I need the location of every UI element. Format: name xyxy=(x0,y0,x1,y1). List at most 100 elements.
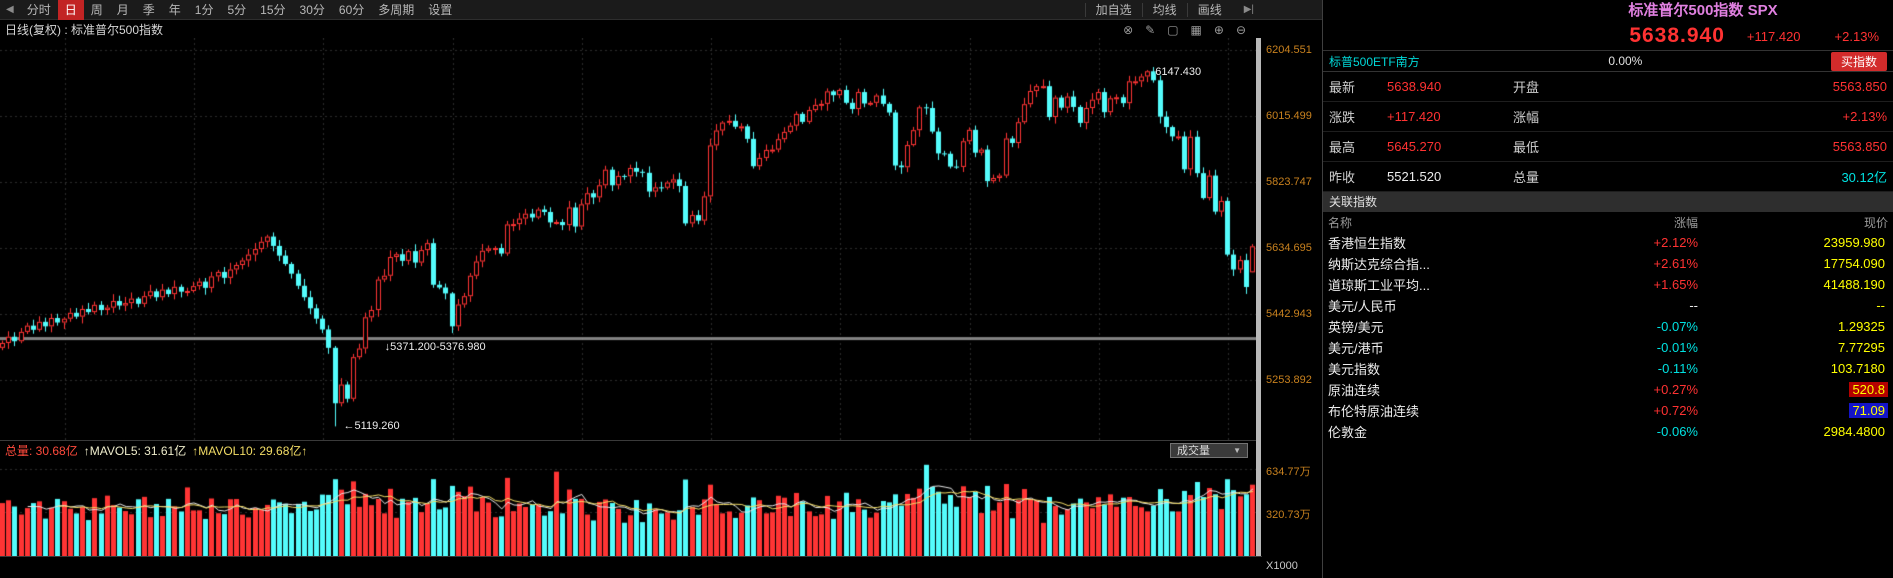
related-price: 23959.980 xyxy=(1823,235,1885,250)
related-row-london-gold[interactable]: 伦敦金 -0.06% 2984.4800 xyxy=(1323,421,1893,442)
etf-name: 标普500ETF南方 xyxy=(1329,54,1420,69)
volume-indicator-select[interactable]: 成交量 ▼ xyxy=(1170,443,1248,458)
price-chart-canvas[interactable] xyxy=(0,38,1256,440)
volume-chart-canvas[interactable] xyxy=(0,460,1256,556)
grid-icon[interactable]: ▦ xyxy=(1190,22,1202,37)
quote-value-volume: 30.12亿 xyxy=(1841,170,1887,185)
related-pct: -- xyxy=(1689,298,1698,313)
zoom-in-icon[interactable]: ⊕ xyxy=(1213,22,1224,37)
toolbar-right-group: 加自选 均线 画线 ▶| xyxy=(1084,2,1322,17)
quote-value-low: 5563.850 xyxy=(1832,139,1887,154)
chart-scrollbar[interactable] xyxy=(1256,38,1261,556)
related-name: 道琼斯工业平均... xyxy=(1328,278,1430,293)
period-tab-month[interactable]: 月 xyxy=(116,2,129,17)
related-indices-header[interactable]: 关联指数 xyxy=(1323,192,1893,212)
volume-chart[interactable] xyxy=(0,460,1256,556)
period-tab-multi[interactable]: 多周期 xyxy=(378,2,415,17)
chevron-down-icon: ▼ xyxy=(1233,445,1241,455)
related-name: 英镑/美元 xyxy=(1328,320,1384,335)
draw-line-button[interactable]: 画线 xyxy=(1186,2,1232,17)
volume-indicator-label: 成交量 xyxy=(1177,444,1210,457)
related-price: -- xyxy=(1876,298,1885,313)
y-axis-label: 6204.551 xyxy=(1266,44,1312,57)
quote-label: 最高 xyxy=(1329,140,1356,155)
period-toolbar: ◀ 分时 日 周 月 季 年 1分 5分 15分 30分 60分 多周期 设置 … xyxy=(0,0,1322,20)
fullscreen-icon[interactable]: ▢ xyxy=(1167,22,1179,37)
related-price: 17754.090 xyxy=(1823,256,1885,271)
settings-button[interactable]: 设置 xyxy=(428,2,453,17)
price-row: 5638.940 +117.420 +2.13% xyxy=(1323,22,1893,50)
related-pct: -0.11% xyxy=(1657,361,1698,376)
related-name: 美元指数 xyxy=(1328,362,1381,377)
time-axis xyxy=(0,556,1262,578)
period-tab-1min[interactable]: 1分 xyxy=(194,2,214,17)
quote-value-change: +117.420 xyxy=(1387,109,1441,124)
related-row-dollar-index[interactable]: 美元指数 -0.11% 103.7180 xyxy=(1323,358,1893,379)
volume-header: 总量: 30.68亿 ↑MAVOL5: 31.61亿 ↑MAVOL10: 29.… xyxy=(0,440,1256,460)
related-price: 41488.190 xyxy=(1823,277,1885,292)
related-row-gbp-usd[interactable]: 英镑/美元 -0.07% 1.29325 xyxy=(1323,316,1893,337)
period-tab-day[interactable]: 日 xyxy=(57,0,84,20)
period-tab-30min[interactable]: 30分 xyxy=(299,2,325,17)
related-row-usd-cny[interactable]: 美元/人民币 -- -- xyxy=(1323,295,1893,316)
quote-label: 最新 xyxy=(1329,80,1356,95)
quote-grid: 最新 5638.940 开盘 5563.850 涨跌 +117.420 涨幅 +… xyxy=(1323,72,1893,192)
period-tab-minute[interactable]: 分时 xyxy=(26,2,51,17)
price-change: +117.420 xyxy=(1746,28,1801,44)
zoom-out-icon[interactable]: ⊖ xyxy=(1235,22,1246,37)
mavol10-label: ↑MAVOL10: 29.68亿↑ xyxy=(192,444,308,458)
quote-row: 最新 5638.940 开盘 5563.850 xyxy=(1323,72,1893,102)
related-name: 原油连续 xyxy=(1328,383,1381,398)
quote-label: 最低 xyxy=(1513,140,1540,155)
y-axis-label: 6015.499 xyxy=(1266,109,1312,122)
related-pct: +2.61% xyxy=(1653,256,1698,271)
buy-index-button[interactable]: 买指数 xyxy=(1830,51,1887,71)
price-change-pct: +2.13% xyxy=(1834,28,1879,44)
quote-label: 昨收 xyxy=(1329,170,1356,185)
period-tab-week[interactable]: 周 xyxy=(90,2,103,17)
related-price: 2984.4800 xyxy=(1823,424,1885,439)
volume-total-label: 总量: 30.68亿 xyxy=(5,444,78,458)
column-header-pct[interactable]: 涨幅 xyxy=(1673,215,1698,230)
column-header-price[interactable]: 现价 xyxy=(1863,215,1888,230)
related-row-hang-seng[interactable]: 香港恒生指数 +2.12% 23959.980 xyxy=(1323,232,1893,253)
period-tab-5min[interactable]: 5分 xyxy=(227,2,247,17)
volume-axis-label: 320.73万 xyxy=(1266,509,1311,521)
draw-icon[interactable]: ✎ xyxy=(1145,22,1156,37)
y-axis-label: 5823.747 xyxy=(1266,176,1312,189)
related-pct: +2.12% xyxy=(1653,235,1698,250)
ma-toggle-button[interactable]: 均线 xyxy=(1141,2,1187,17)
related-name: 美元/港币 xyxy=(1328,341,1384,356)
period-tab-60min[interactable]: 60分 xyxy=(338,2,365,17)
related-row-brent-oil[interactable]: 布伦特原油连续 +0.72% 71.09 xyxy=(1323,400,1893,421)
related-pct: -0.01% xyxy=(1656,340,1698,355)
related-row-usd-hkd[interactable]: 美元/港币 -0.01% 7.77295 xyxy=(1323,337,1893,358)
period-tab-15min[interactable]: 15分 xyxy=(260,2,286,17)
y-axis-label: 5442.943 xyxy=(1266,308,1312,321)
related-price: 1.29325 xyxy=(1838,319,1885,334)
period-tab-quarter[interactable]: 季 xyxy=(142,2,155,17)
price-chart[interactable]: 6147.430 ↓5371.200-5376.980 ←5119.260 xyxy=(0,38,1256,440)
period-tab-year[interactable]: 年 xyxy=(168,2,181,17)
quote-label: 开盘 xyxy=(1513,80,1540,95)
related-name: 布伦特原油连续 xyxy=(1328,404,1420,419)
column-header-name[interactable]: 名称 xyxy=(1328,215,1353,230)
chart-header: 日线(复权) : 标准普尔500指数 ⊗ ✎ ▢ ▦ ⊕ ⊖ xyxy=(0,21,1256,38)
related-price: 103.7180 xyxy=(1830,361,1885,376)
collapse-left-icon[interactable]: ◀ xyxy=(6,4,14,15)
related-row-crude-oil[interactable]: 原油连续 +0.27% 520.8 xyxy=(1323,379,1893,400)
crosshair-icon[interactable]: ⊗ xyxy=(1123,22,1134,37)
related-pct: -0.07% xyxy=(1656,319,1698,334)
related-pct: -0.06% xyxy=(1656,424,1698,439)
quote-row: 涨跌 +117.420 涨幅 +2.13% xyxy=(1323,102,1893,132)
etf-row[interactable]: 标普500ETF南方 0.00% 买指数 xyxy=(1323,50,1893,72)
quote-value-prev-close: 5521.520 xyxy=(1387,169,1442,184)
related-row-nasdaq[interactable]: 纳斯达克综合指... +2.61% 17754.090 xyxy=(1323,253,1893,274)
quote-value-high: 5645.270 xyxy=(1387,139,1442,154)
related-table-header: 名称 涨幅 现价 xyxy=(1323,212,1893,232)
related-row-dow-jones[interactable]: 道琼斯工业平均... +1.65% 41488.190 xyxy=(1323,274,1893,295)
chart-title-label: 日线(复权) : 标准普尔500指数 xyxy=(5,23,164,37)
chart-tool-icons: ⊗ ✎ ▢ ▦ ⊕ ⊖ xyxy=(1123,23,1256,37)
add-watchlist-button[interactable]: 加自选 xyxy=(1084,2,1142,17)
collapse-right-icon[interactable]: ▶| xyxy=(1243,4,1254,15)
